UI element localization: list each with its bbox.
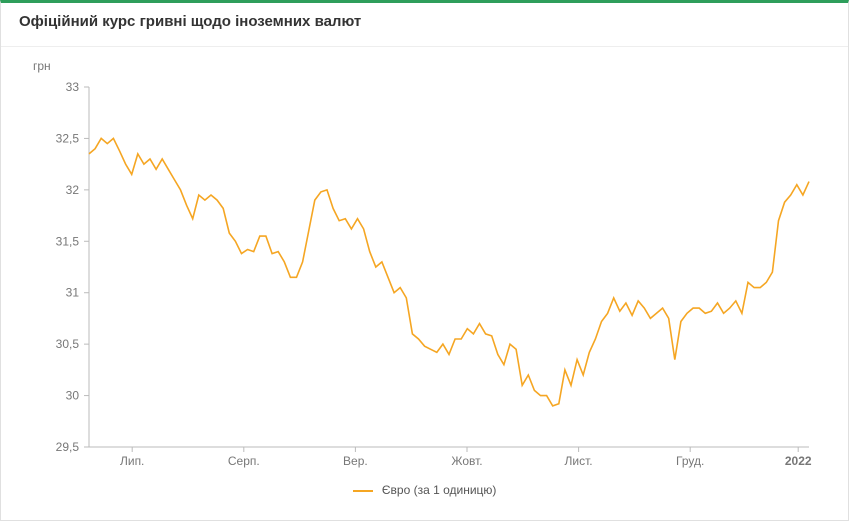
legend-swatch-euro <box>353 490 373 492</box>
chart-legend: Євро (за 1 одиницю) <box>19 483 830 497</box>
x-tick-label: Серп. <box>228 454 260 468</box>
y-tick-label: 30,5 <box>56 337 80 351</box>
y-tick-label: 31 <box>66 286 80 300</box>
y-tick-label: 32,5 <box>56 131 80 145</box>
x-tick-label: Вер. <box>343 454 368 468</box>
chart-area: грн 29,5 30 30,5 31 31,5 32 32,5 33 Лип. Серп. Вер… <box>1 47 848 503</box>
legend-label-euro: Євро (за 1 одиницю) <box>382 483 497 497</box>
x-tick-label: Жовт. <box>451 454 482 468</box>
y-tick-label: 33 <box>66 80 80 94</box>
x-tick-label: Груд. <box>676 454 704 468</box>
x-tick-label: Лист. <box>565 454 593 468</box>
line-chart: 29,5 30 30,5 31 31,5 32 32,5 33 Лип. Серп. Вер. Жов… <box>19 77 829 477</box>
y-tick-label: 30 <box>66 389 80 403</box>
y-tick-label: 29,5 <box>56 440 80 454</box>
chart-title: Офіційний курс гривні щодо іноземних вал… <box>1 3 848 47</box>
y-tick-label: 32 <box>66 183 80 197</box>
y-tick-label: 31,5 <box>56 234 80 248</box>
y-axis-title: грн <box>33 59 830 73</box>
x-tick-label: 2022 <box>785 454 812 468</box>
x-tick-label: Лип. <box>120 454 144 468</box>
series-euro <box>89 138 809 406</box>
chart-card: Офіційний курс гривні щодо іноземних вал… <box>0 0 849 521</box>
